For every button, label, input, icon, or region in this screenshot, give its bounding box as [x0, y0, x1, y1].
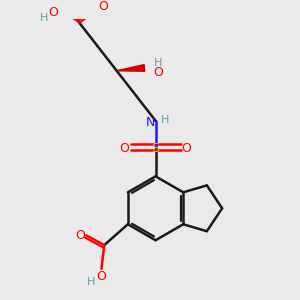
Text: O: O [97, 270, 106, 283]
Text: N: N [146, 116, 155, 129]
Text: H: H [40, 13, 48, 22]
Text: O: O [98, 0, 108, 14]
Text: O: O [75, 229, 85, 242]
Text: O: O [119, 142, 129, 155]
Text: O: O [49, 6, 58, 19]
Text: H: H [154, 58, 163, 68]
Text: S: S [152, 142, 160, 155]
Text: H: H [161, 115, 170, 124]
Text: H: H [87, 277, 95, 287]
Polygon shape [117, 64, 145, 71]
Text: O: O [182, 142, 192, 155]
Text: O: O [153, 66, 163, 79]
